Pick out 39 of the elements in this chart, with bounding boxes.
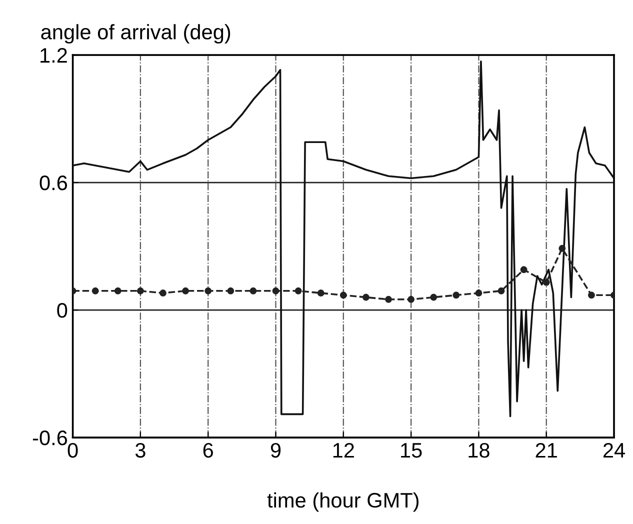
x-tick-label: 6 <box>203 442 213 458</box>
point <box>430 294 438 301</box>
point <box>294 287 302 294</box>
point <box>475 290 482 297</box>
x-tick-label: 12 <box>333 442 354 458</box>
y-axis-title: angle of arrival (deg) <box>41 24 230 44</box>
point <box>385 296 392 303</box>
point <box>182 287 190 294</box>
x-tick-label: 21 <box>536 442 557 458</box>
y-tick-label: 1.2 <box>40 48 67 63</box>
point <box>340 292 347 299</box>
point <box>272 287 280 294</box>
y-tick-label: 0.6 <box>40 176 68 190</box>
point <box>136 287 144 294</box>
x-tick-label: 15 <box>401 443 422 458</box>
line-series <box>72 60 614 418</box>
point <box>558 244 566 252</box>
point <box>317 290 324 297</box>
x-axis-title: time (hour GMT) <box>267 492 419 512</box>
point <box>452 292 460 299</box>
x-tick-label: 9 <box>270 442 281 458</box>
x-tick-label: 24 <box>603 442 625 458</box>
point <box>498 287 505 294</box>
point <box>362 294 370 301</box>
point <box>250 287 257 294</box>
point <box>204 287 212 294</box>
x-tick-label: 0 <box>68 442 78 458</box>
x-tick-label: 18 <box>468 442 490 458</box>
y-tick-label: -0.6 <box>32 430 68 446</box>
point <box>408 296 415 303</box>
point <box>114 287 122 294</box>
point <box>588 292 595 299</box>
point <box>542 278 550 286</box>
point <box>227 287 234 294</box>
point <box>160 290 166 297</box>
x-tick-label: 3 <box>135 442 146 458</box>
point <box>520 266 528 274</box>
point <box>92 287 99 294</box>
y-tick-label: 0 <box>57 303 68 318</box>
